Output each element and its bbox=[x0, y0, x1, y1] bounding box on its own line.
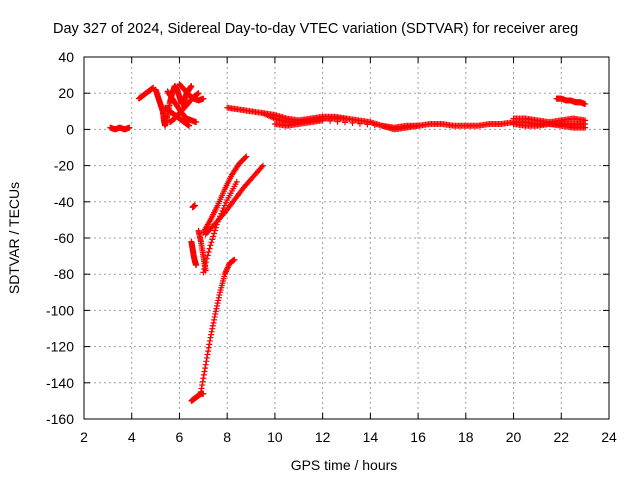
data-point bbox=[222, 199, 229, 206]
x-tick-label: 16 bbox=[410, 429, 426, 445]
data-point bbox=[259, 162, 266, 169]
data-point bbox=[211, 227, 218, 234]
data-point bbox=[211, 230, 218, 237]
data-point bbox=[582, 124, 589, 131]
x-tick-label: 22 bbox=[553, 429, 569, 445]
y-tick-label: -40 bbox=[54, 194, 74, 210]
data-point bbox=[205, 249, 212, 256]
series-early-rise bbox=[135, 84, 157, 102]
series-main-band-lower bbox=[271, 117, 422, 133]
x-axis-label: GPS time / hours bbox=[291, 457, 398, 473]
y-tick-label: -60 bbox=[54, 230, 74, 246]
data-point bbox=[231, 256, 238, 263]
data-point bbox=[213, 221, 220, 228]
data-point bbox=[243, 153, 250, 160]
axis-ticks: 2 4 6 8 10 12 14 16 18 20 22 2440200-20-40-60-80-10… bbox=[46, 49, 617, 445]
data-point bbox=[195, 90, 202, 97]
series-cluster-d bbox=[162, 104, 192, 129]
data-point bbox=[193, 119, 200, 126]
y-tick-label: -80 bbox=[54, 266, 74, 282]
data-point bbox=[218, 210, 225, 217]
y-tick-label: 0 bbox=[66, 121, 74, 137]
x-tick-label: 24 bbox=[601, 429, 617, 445]
data-point bbox=[214, 218, 221, 225]
data-point bbox=[258, 163, 265, 170]
data-point bbox=[212, 224, 219, 231]
data-point bbox=[200, 269, 207, 276]
data-point bbox=[202, 262, 209, 269]
data-point bbox=[126, 124, 133, 131]
x-tick-label: 14 bbox=[363, 429, 379, 445]
data-point bbox=[206, 245, 213, 252]
series-rise-upper bbox=[200, 153, 250, 236]
y-tick-label: -120 bbox=[46, 339, 74, 355]
x-tick-label: 2 bbox=[80, 429, 88, 445]
series-cluster-e bbox=[176, 81, 207, 104]
data-point bbox=[415, 122, 422, 129]
y-axis-label: SDTVAR / TECUs bbox=[6, 182, 22, 294]
data-point bbox=[215, 215, 222, 222]
data-point bbox=[364, 121, 371, 128]
data-point bbox=[209, 236, 216, 243]
y-tick-label: -100 bbox=[46, 302, 74, 318]
data-point bbox=[221, 202, 228, 209]
x-tick-label: 18 bbox=[458, 429, 474, 445]
data-point bbox=[349, 120, 356, 127]
data-point bbox=[191, 202, 198, 209]
data-point bbox=[356, 120, 363, 127]
y-tick-label: 40 bbox=[58, 49, 74, 65]
series-early-flat bbox=[107, 124, 133, 133]
x-tick-label: 8 bbox=[223, 429, 231, 445]
data-point bbox=[220, 205, 227, 212]
x-tick-label: 4 bbox=[128, 429, 136, 445]
data-point bbox=[203, 259, 210, 266]
series-late-upper bbox=[553, 95, 589, 108]
series-dip-left bbox=[188, 238, 200, 269]
x-tick-label: 10 bbox=[267, 429, 283, 445]
data-point bbox=[188, 82, 195, 89]
series-cluster-c bbox=[164, 88, 200, 126]
x-tick-label: 12 bbox=[315, 429, 331, 445]
data-point bbox=[210, 233, 217, 240]
series-dip-bottom bbox=[188, 390, 207, 404]
data-point bbox=[342, 119, 349, 126]
data-points bbox=[107, 81, 589, 404]
x-tick-label: 6 bbox=[176, 429, 184, 445]
series-late-lower bbox=[510, 120, 589, 131]
data-point bbox=[203, 255, 210, 262]
data-point bbox=[208, 239, 215, 246]
data-point bbox=[327, 118, 334, 125]
series-rise-extra bbox=[200, 178, 240, 276]
data-point bbox=[204, 252, 211, 259]
y-tick-label: -140 bbox=[46, 375, 74, 391]
data-point bbox=[242, 154, 249, 161]
y-tick-label: 20 bbox=[58, 85, 74, 101]
x-tick-label: 20 bbox=[506, 429, 522, 445]
data-point bbox=[371, 122, 378, 129]
data-point bbox=[319, 117, 326, 124]
data-point bbox=[200, 95, 207, 102]
data-point bbox=[217, 213, 224, 220]
chart-title: Day 327 of 2024, Sidereal Day-to-day VTE… bbox=[53, 21, 578, 37]
data-point bbox=[219, 207, 226, 214]
data-point bbox=[582, 117, 589, 124]
data-point bbox=[207, 242, 214, 249]
data-point bbox=[334, 118, 341, 125]
data-point bbox=[201, 265, 208, 272]
y-tick-label: -20 bbox=[54, 158, 74, 174]
series-steep-line bbox=[197, 256, 238, 395]
data-point bbox=[582, 101, 589, 108]
data-point bbox=[343, 115, 350, 122]
data-point bbox=[233, 178, 240, 185]
data-point bbox=[186, 122, 192, 129]
y-tick-label: -160 bbox=[46, 411, 74, 427]
series-late-mid bbox=[510, 115, 589, 126]
data-point bbox=[193, 262, 200, 269]
series-dip-left-top bbox=[189, 202, 198, 211]
